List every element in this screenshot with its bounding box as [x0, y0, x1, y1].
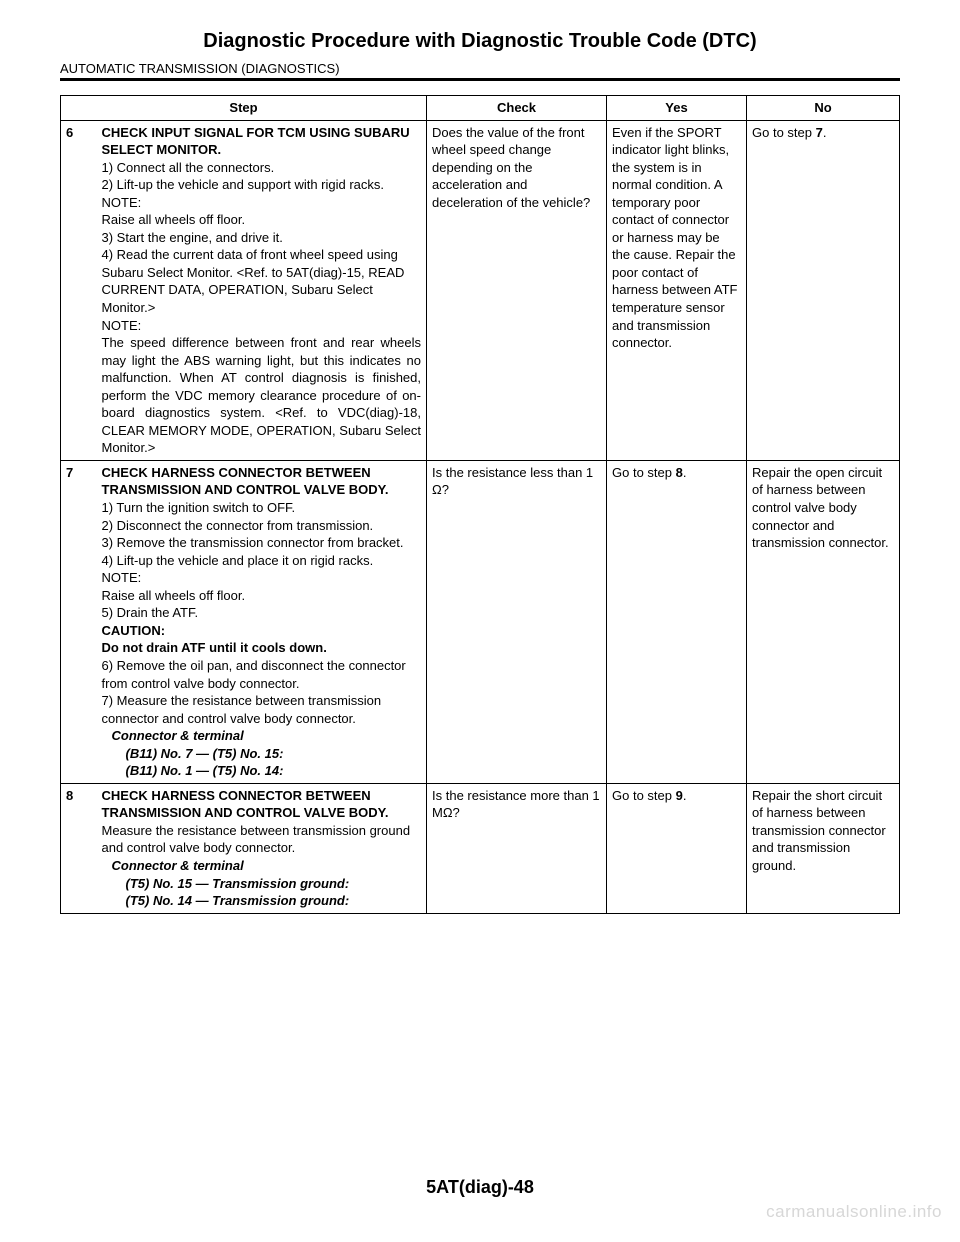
table-row: 6 CHECK INPUT SIGNAL FOR TCM USING SUBAR… — [61, 120, 900, 460]
yes-text-pre: Go to step — [612, 788, 676, 803]
note-label: NOTE: — [102, 317, 422, 335]
step-line: 3) Remove the transmission connector fro… — [102, 534, 422, 552]
connector-terminal-line: (B11) No. 7 — (T5) No. 15: — [102, 745, 422, 763]
yes-cell: Go to step 8. — [607, 460, 747, 783]
step-line: The speed difference between front and r… — [102, 334, 422, 457]
yes-text-pre: Go to step — [612, 465, 676, 480]
step-line: 4) Lift-up the vehicle and place it on r… — [102, 552, 422, 570]
no-cell: Go to step 7. — [747, 120, 900, 460]
caution-label: CAUTION: — [102, 622, 422, 640]
check-cell: Is the resistance more than 1 MΩ? — [427, 783, 607, 913]
yes-text-bold: 8 — [676, 465, 683, 480]
connector-terminal-line: (T5) No. 15 — Transmission ground: — [102, 875, 422, 893]
step-line: Raise all wheels off floor. — [102, 587, 422, 605]
watermark: carmanualsonline.info — [766, 1202, 942, 1222]
step-line: 6) Remove the oil pan, and disconnect th… — [102, 657, 422, 692]
col-step-header: Step — [61, 96, 427, 121]
step-cell: CHECK HARNESS CONNECTOR BETWEEN TRANSMIS… — [97, 460, 427, 783]
table-row: 7 CHECK HARNESS CONNECTOR BETWEEN TRANSM… — [61, 460, 900, 783]
step-number: 7 — [61, 460, 97, 783]
step-cell: CHECK INPUT SIGNAL FOR TCM USING SUBARU … — [97, 120, 427, 460]
diagnostic-table: Step Check Yes No 6 CHECK INPUT SIGNAL F… — [60, 95, 900, 914]
step-line: 1) Connect all the connectors. — [102, 159, 422, 177]
no-text-bold: 7 — [816, 125, 823, 140]
col-no-header: No — [747, 96, 900, 121]
yes-text-post: . — [683, 465, 687, 480]
step-title: CHECK HARNESS CONNECTOR BETWEEN TRANSMIS… — [102, 787, 422, 822]
table-row: 8 CHECK HARNESS CONNECTOR BETWEEN TRANSM… — [61, 783, 900, 913]
step-line: 4) Read the current data of front wheel … — [102, 246, 422, 316]
yes-text-post: . — [683, 788, 687, 803]
connector-terminal-label: Connector & terminal — [102, 727, 422, 745]
header-rule — [60, 78, 900, 81]
section-label: AUTOMATIC TRANSMISSION (DIAGNOSTICS) — [60, 61, 900, 76]
page-footer: 5AT(diag)-48 — [0, 1177, 960, 1198]
caution-text: Do not drain ATF until it cools down. — [102, 639, 422, 657]
yes-cell: Go to step 9. — [607, 783, 747, 913]
step-line: 7) Measure the resistance between transm… — [102, 692, 422, 727]
check-cell: Does the value of the front wheel speed … — [427, 120, 607, 460]
step-number: 6 — [61, 120, 97, 460]
step-line: Measure the resistance between transmiss… — [102, 822, 422, 857]
table-header-row: Step Check Yes No — [61, 96, 900, 121]
step-title: CHECK INPUT SIGNAL FOR TCM USING SUBARU … — [102, 124, 422, 159]
no-cell: Repair the open circuit of harness betwe… — [747, 460, 900, 783]
no-cell: Repair the short circuit of harness betw… — [747, 783, 900, 913]
connector-terminal-line: (B11) No. 1 — (T5) No. 14: — [102, 762, 422, 780]
step-line: Raise all wheels off floor. — [102, 211, 422, 229]
check-cell: Is the resistance less than 1 Ω? — [427, 460, 607, 783]
step-line: 2) Disconnect the connector from transmi… — [102, 517, 422, 535]
col-check-header: Check — [427, 96, 607, 121]
step-line: 5) Drain the ATF. — [102, 604, 422, 622]
step-number: 8 — [61, 783, 97, 913]
yes-text-bold: 9 — [676, 788, 683, 803]
connector-terminal-label: Connector & terminal — [102, 857, 422, 875]
step-line: 1) Turn the ignition switch to OFF. — [102, 499, 422, 517]
yes-cell: Even if the SPORT indicator light blinks… — [607, 120, 747, 460]
col-yes-header: Yes — [607, 96, 747, 121]
step-cell: CHECK HARNESS CONNECTOR BETWEEN TRANSMIS… — [97, 783, 427, 913]
step-line: 2) Lift-up the vehicle and support with … — [102, 176, 422, 194]
note-label: NOTE: — [102, 569, 422, 587]
no-text-pre: Go to step — [752, 125, 816, 140]
page-title: Diagnostic Procedure with Diagnostic Tro… — [60, 30, 900, 53]
no-text-post: . — [823, 125, 827, 140]
connector-terminal-line: (T5) No. 14 — Transmission ground: — [102, 892, 422, 910]
step-line: 3) Start the engine, and drive it. — [102, 229, 422, 247]
note-label: NOTE: — [102, 194, 422, 212]
step-title: CHECK HARNESS CONNECTOR BETWEEN TRANSMIS… — [102, 464, 422, 499]
